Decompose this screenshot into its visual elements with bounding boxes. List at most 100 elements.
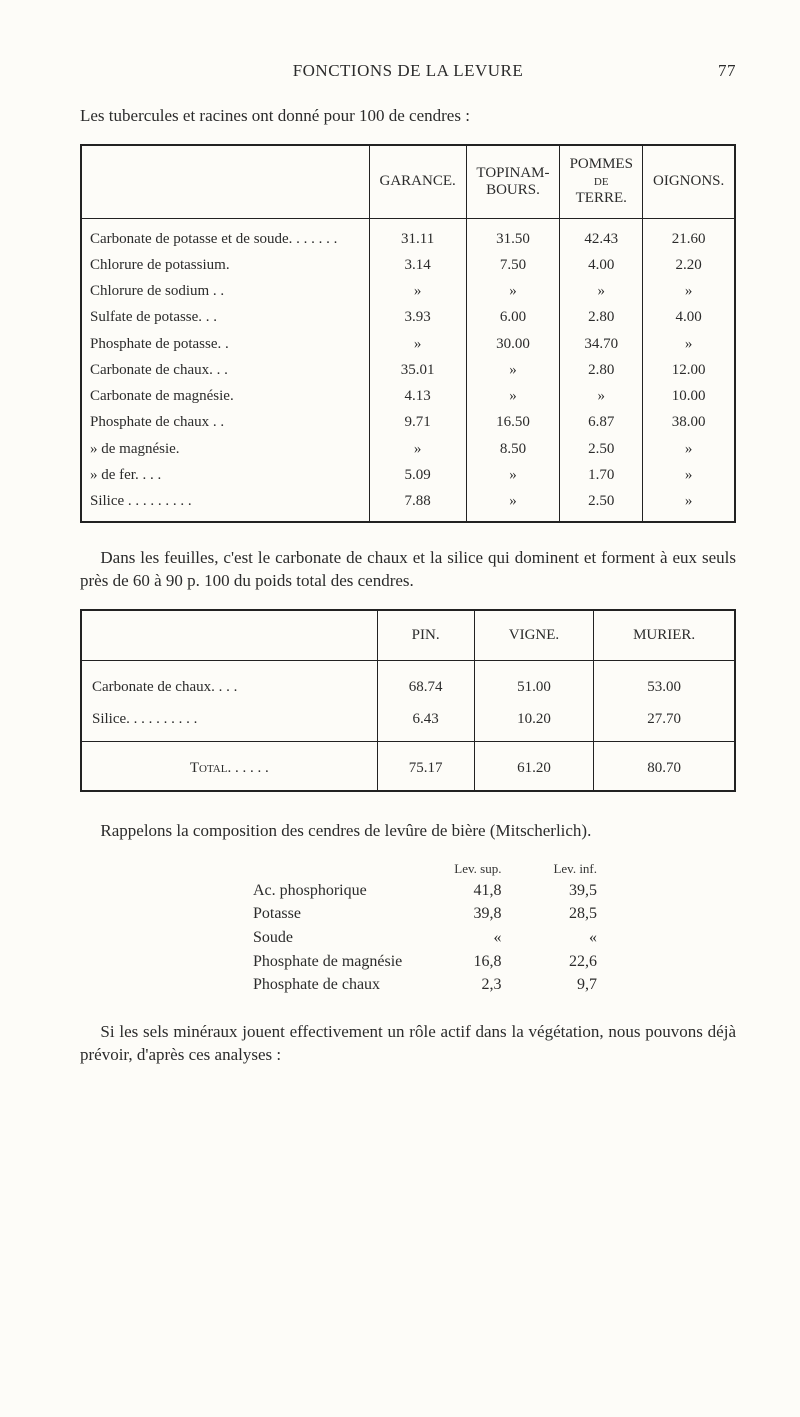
cell: 1.70 — [560, 462, 643, 488]
cell: » — [643, 462, 735, 488]
cell: 6.00 — [466, 304, 560, 330]
cell: » — [560, 278, 643, 304]
cell: » — [643, 278, 735, 304]
col-topinam: TOPINAM- BOURS. — [466, 145, 560, 218]
cell: » — [466, 488, 560, 522]
cell: 80.70 — [594, 742, 735, 792]
table-header-row: GARANCE. TOPINAM- BOURS. POMMES de TERRE… — [81, 145, 735, 218]
cell: » — [466, 383, 560, 409]
cell: 2.50 — [560, 488, 643, 522]
cell: 12.00 — [643, 357, 735, 383]
cell: 5.09 — [369, 462, 466, 488]
cell: 53.00 — [594, 660, 735, 703]
leaves-table: PIN. VIGNE. MURIER. Carbonate de chaux. … — [80, 609, 736, 792]
row-label: Silice . . . . . . . . . — [81, 488, 369, 522]
table-row: » de fer. . . . 5.09 » 1.70 » — [81, 462, 735, 488]
row-label: Phosphate de potasse. . — [81, 331, 369, 357]
mini-header-row: Lev. sup. Lev. inf. — [193, 859, 623, 879]
mini-label: Soude — [193, 926, 428, 950]
row-label: Sulfate de potasse. . . — [81, 304, 369, 330]
table-row: Silice. . . . . . . . . . 6.43 10.20 27.… — [81, 703, 735, 742]
row-label: Carbonate de magnésie. — [81, 383, 369, 409]
row-label: Chlorure de sodium . . — [81, 278, 369, 304]
list-item: Ac. phosphorique 41,8 39,5 — [193, 879, 623, 903]
table-row: Phosphate de chaux . . 9.71 16.50 6.87 3… — [81, 409, 735, 435]
cell: » — [466, 278, 560, 304]
mini-val: 28,5 — [527, 902, 623, 926]
table-row: Chlorure de potassium. 3.14 7.50 4.00 2.… — [81, 252, 735, 278]
cell: » — [466, 357, 560, 383]
cell: » — [643, 436, 735, 462]
col-murier: MURIER. — [594, 610, 735, 660]
cell: 8.50 — [466, 436, 560, 462]
table-row: Carbonate de chaux. . . . 68.74 51.00 53… — [81, 660, 735, 703]
running-head: FONCTIONS DE LA LEVURE 77 — [80, 60, 736, 83]
levure-list: Lev. sup. Lev. inf. Ac. phosphorique 41,… — [193, 859, 623, 997]
col-oignons: OIGNONS. — [643, 145, 735, 218]
row-label: Carbonate de potasse et de soude. . . . … — [81, 218, 369, 252]
cell: » — [369, 331, 466, 357]
cell: » — [369, 278, 466, 304]
cell: 4.00 — [643, 304, 735, 330]
cell: 42.43 — [560, 218, 643, 252]
table-header-row: PIN. VIGNE. MURIER. — [81, 610, 735, 660]
cell: » — [369, 436, 466, 462]
cell: 30.00 — [466, 331, 560, 357]
cell: 35.01 — [369, 357, 466, 383]
cell: 3.14 — [369, 252, 466, 278]
mini-val: 22,6 — [527, 950, 623, 974]
cell: » — [643, 488, 735, 522]
cell: » — [466, 462, 560, 488]
list-item: Phosphate de magnésie 16,8 22,6 — [193, 950, 623, 974]
cell: 4.00 — [560, 252, 643, 278]
row-label: Chlorure de potassium. — [81, 252, 369, 278]
list-item: Phosphate de chaux 2,3 9,7 — [193, 973, 623, 997]
cell: 27.70 — [594, 703, 735, 742]
cell: 10.20 — [474, 703, 594, 742]
cell: 51.00 — [474, 660, 594, 703]
row-label: Carbonate de chaux. . . — [81, 357, 369, 383]
cell: 2.80 — [560, 304, 643, 330]
mid-paragraph: Dans les feuilles, c'est le carbonate de… — [80, 547, 736, 593]
cell: 31.50 — [466, 218, 560, 252]
table-row: Carbonate de magnésie. 4.13 » » 10.00 — [81, 383, 735, 409]
col-vigne: VIGNE. — [474, 610, 594, 660]
cell: 3.93 — [369, 304, 466, 330]
table-row: Carbonate de potasse et de soude. . . . … — [81, 218, 735, 252]
mini-label: Potasse — [193, 902, 428, 926]
mini-label: Phosphate de chaux — [193, 973, 428, 997]
big-table-body: Carbonate de potasse et de soude. . . . … — [81, 218, 735, 522]
intro-paragraph: Les tubercules et racines ont donné pour… — [80, 105, 736, 128]
cell: 7.50 — [466, 252, 560, 278]
row-label: » de fer. . . . — [81, 462, 369, 488]
cell: 2.80 — [560, 357, 643, 383]
mini-val: « — [428, 926, 527, 950]
col-blank — [81, 145, 369, 218]
row-label: » de magnésie. — [81, 436, 369, 462]
mini-val: 9,7 — [527, 973, 623, 997]
cell: 4.13 — [369, 383, 466, 409]
cell: 75.17 — [377, 742, 474, 792]
mini-label: Phosphate de magnésie — [193, 950, 428, 974]
cell: 34.70 — [560, 331, 643, 357]
total-label: Total. . . . . . — [81, 742, 377, 792]
cell: 6.87 — [560, 409, 643, 435]
mini-blank — [193, 859, 428, 879]
col-pommes: POMMES de TERRE. — [560, 145, 643, 218]
cell: 9.71 — [369, 409, 466, 435]
col-pin: PIN. — [377, 610, 474, 660]
mini-val: 41,8 — [428, 879, 527, 903]
table-row: Silice . . . . . . . . . 7.88 » 2.50 » — [81, 488, 735, 522]
table-total-row: Total. . . . . . 75.17 61.20 80.70 — [81, 742, 735, 792]
mini-val: 39,8 — [428, 902, 527, 926]
table-row: » de magnésie. » 8.50 2.50 » — [81, 436, 735, 462]
row-label: Carbonate de chaux. . . . — [81, 660, 377, 703]
page: FONCTIONS DE LA LEVURE 77 Les tubercules… — [0, 0, 800, 1417]
closing-paragraph: Si les sels minéraux jouent effectivemen… — [80, 1021, 736, 1067]
mini-col2-header: Lev. inf. — [527, 859, 623, 879]
cell: 2.50 — [560, 436, 643, 462]
cell: 16.50 — [466, 409, 560, 435]
mini-val: « — [527, 926, 623, 950]
mini-label: Ac. phosphorique — [193, 879, 428, 903]
cell: 21.60 — [643, 218, 735, 252]
